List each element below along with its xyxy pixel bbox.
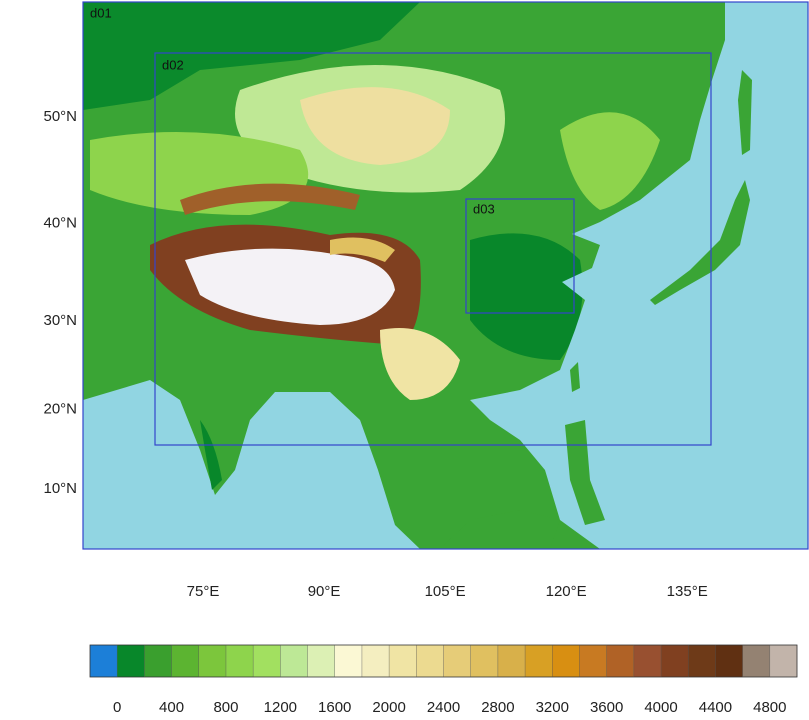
colorbar-tick-label: 3200 bbox=[536, 699, 569, 716]
colorbar-cell bbox=[579, 645, 607, 677]
lat-tick-label: 10°N bbox=[43, 480, 77, 497]
domain-label: d01 bbox=[90, 5, 112, 20]
colorbar-cell bbox=[361, 645, 390, 677]
colorbar-tick-label: 4800 bbox=[753, 699, 786, 716]
domain-label: d03 bbox=[473, 201, 495, 216]
philippines bbox=[565, 420, 605, 525]
colorbar-tick-label: 4400 bbox=[699, 699, 732, 716]
colorbar-cell bbox=[171, 645, 200, 677]
lon-tick-label: 120°E bbox=[546, 583, 587, 600]
indian-ocean bbox=[83, 380, 420, 549]
taiwan bbox=[570, 362, 580, 392]
manchuria bbox=[560, 112, 660, 210]
lon-tick-label: 75°E bbox=[187, 583, 220, 600]
western-ghats bbox=[200, 420, 222, 490]
borneo bbox=[440, 510, 560, 549]
colorbar-tick-label: 400 bbox=[159, 699, 184, 716]
colorbar-tick-label: 3600 bbox=[590, 699, 623, 716]
colorbar-tick-label: 2800 bbox=[481, 699, 514, 716]
colorbar-cell bbox=[633, 645, 662, 677]
tian-shan bbox=[180, 183, 360, 215]
colorbar-cell bbox=[552, 645, 580, 677]
colorbar-tick-label: 1600 bbox=[318, 699, 351, 716]
colorbar-cell bbox=[90, 645, 118, 677]
siberia bbox=[83, 2, 420, 110]
colorbar-cell bbox=[334, 645, 363, 677]
colorbar-tick-label: 4000 bbox=[644, 699, 677, 716]
domain-d03-box bbox=[465, 198, 575, 314]
qaidam bbox=[330, 237, 395, 262]
pacific-ocean bbox=[470, 2, 808, 549]
colorbar-cell bbox=[606, 645, 635, 677]
colorbar-cell bbox=[117, 645, 145, 677]
colorbar-cell bbox=[470, 645, 499, 677]
colorbar-tick-label: 2000 bbox=[372, 699, 405, 716]
terrain-map bbox=[83, 2, 808, 549]
colorbar-tick-label: 2400 bbox=[427, 699, 460, 716]
colorbar-cell bbox=[225, 645, 254, 677]
colorbar-cell bbox=[389, 645, 417, 677]
colorbar-cell bbox=[307, 645, 336, 677]
colorbar-cell bbox=[525, 645, 553, 677]
colorbar-cell bbox=[443, 645, 471, 677]
east-china bbox=[470, 233, 583, 360]
lon-tick-label: 135°E bbox=[667, 583, 708, 600]
colorbar-cell bbox=[497, 645, 526, 677]
lat-tick-label: 20°N bbox=[43, 400, 77, 417]
colorbar-tick-label: 0 bbox=[113, 699, 121, 716]
colorbar-tick-label: 800 bbox=[213, 699, 238, 716]
colorbar-cell bbox=[144, 645, 172, 677]
sakhalin bbox=[738, 70, 752, 155]
colorbar-cell bbox=[661, 645, 689, 677]
lat-tick-label: 30°N bbox=[43, 312, 77, 329]
domain-label: d02 bbox=[162, 57, 184, 72]
domain-d01-box bbox=[82, 1, 809, 550]
colorbar-cell bbox=[742, 645, 771, 677]
colorbar-tick-label: 1200 bbox=[264, 699, 297, 716]
lat-tick-label: 50°N bbox=[43, 108, 77, 125]
yunnan bbox=[380, 328, 460, 400]
mongolia-plateau bbox=[300, 87, 450, 165]
domain-d02-box bbox=[154, 52, 712, 446]
colorbar-cell bbox=[198, 645, 227, 677]
colorbar-cell bbox=[416, 645, 444, 677]
colorbar-cell bbox=[688, 645, 716, 677]
colorbar-cell bbox=[769, 645, 798, 677]
colorbar-cell bbox=[280, 645, 308, 677]
tibet-snow bbox=[185, 248, 395, 325]
colorbar-cell bbox=[253, 645, 281, 677]
lon-tick-label: 90°E bbox=[308, 583, 341, 600]
lon-tick-label: 105°E bbox=[425, 583, 466, 600]
colorbar-cell bbox=[715, 645, 743, 677]
japan bbox=[650, 180, 750, 305]
lat-tick-label: 40°N bbox=[43, 214, 77, 231]
